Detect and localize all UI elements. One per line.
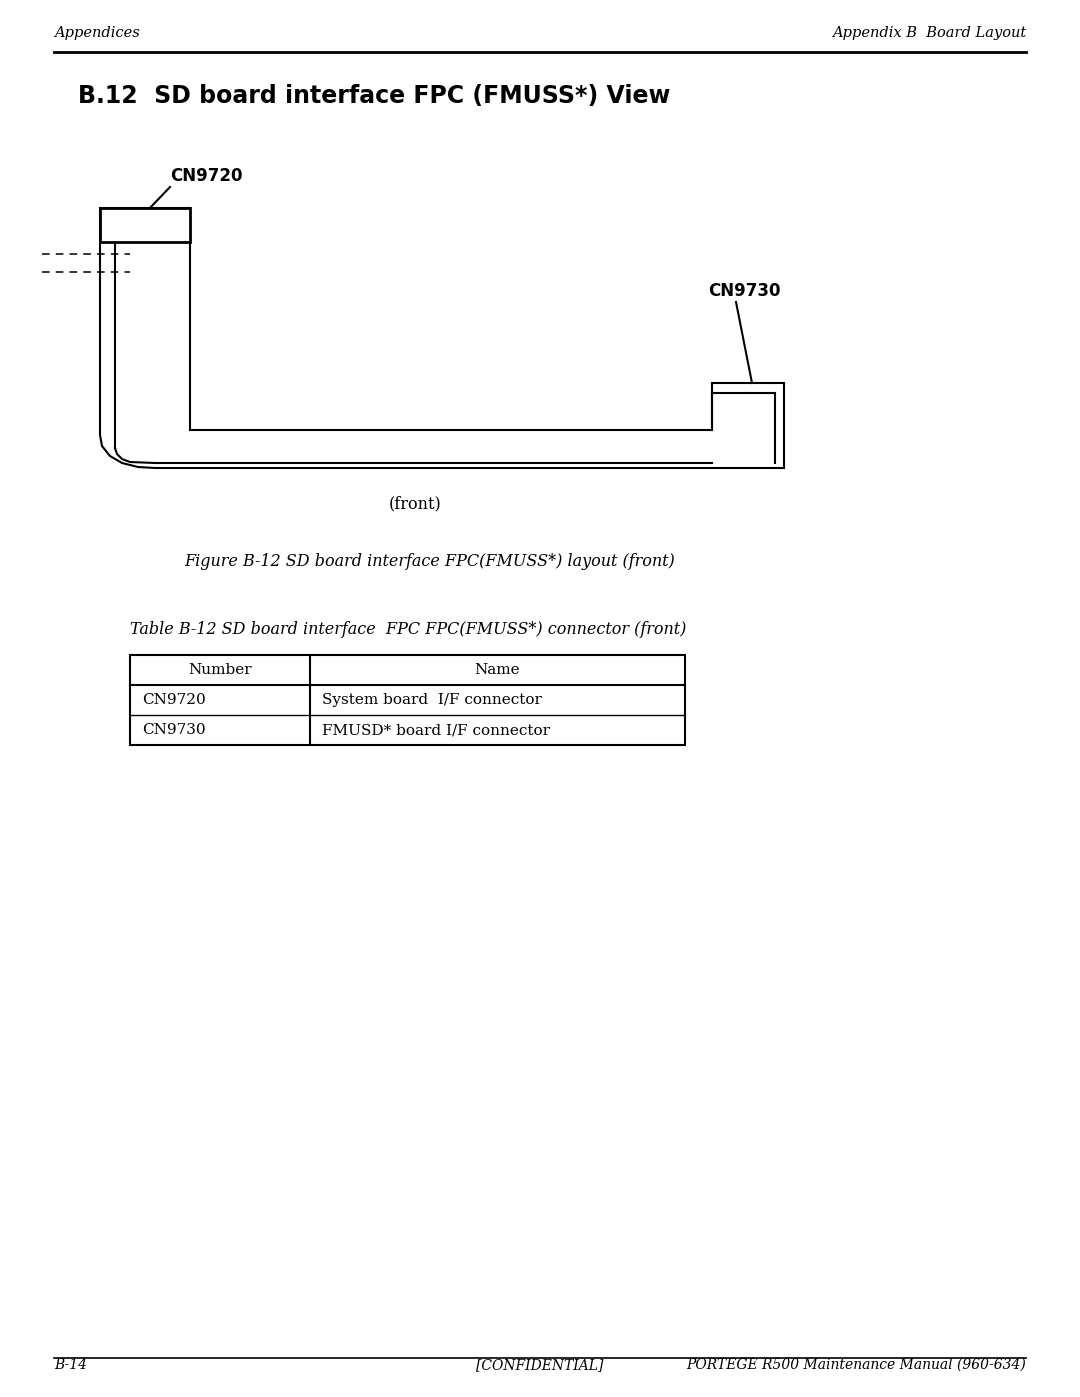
Text: CN9720: CN9720 <box>141 693 206 707</box>
Polygon shape <box>100 208 784 468</box>
Text: (front): (front) <box>389 495 442 511</box>
Text: System board  I/F connector: System board I/F connector <box>322 693 542 707</box>
Text: Appendix B  Board Layout: Appendix B Board Layout <box>832 27 1026 41</box>
Text: CN9720: CN9720 <box>170 168 243 184</box>
Text: [CONFIDENTIAL]: [CONFIDENTIAL] <box>476 1358 604 1372</box>
Text: B.12  SD board interface FPC (FMUSS*) View: B.12 SD board interface FPC (FMUSS*) Vie… <box>78 84 671 108</box>
Bar <box>130 655 685 745</box>
Text: B-14: B-14 <box>54 1358 87 1372</box>
Text: Name: Name <box>475 664 521 678</box>
Text: Appendices: Appendices <box>54 27 139 41</box>
Bar <box>100 208 190 242</box>
Text: CN9730: CN9730 <box>141 724 205 738</box>
Text: CN9730: CN9730 <box>708 282 781 300</box>
Text: Table B-12 SD board interface  FPC FPC(FMUSS*) connector (front): Table B-12 SD board interface FPC FPC(FM… <box>130 622 687 638</box>
Text: Number: Number <box>188 664 252 678</box>
Text: Figure B-12 SD board interface FPC(FMUSS*) layout (front): Figure B-12 SD board interface FPC(FMUSS… <box>185 553 675 570</box>
Text: PORTEGE R500 Maintenance Manual (960-634): PORTEGE R500 Maintenance Manual (960-634… <box>686 1358 1026 1372</box>
Text: FMUSD* board I/F connector: FMUSD* board I/F connector <box>322 724 550 738</box>
